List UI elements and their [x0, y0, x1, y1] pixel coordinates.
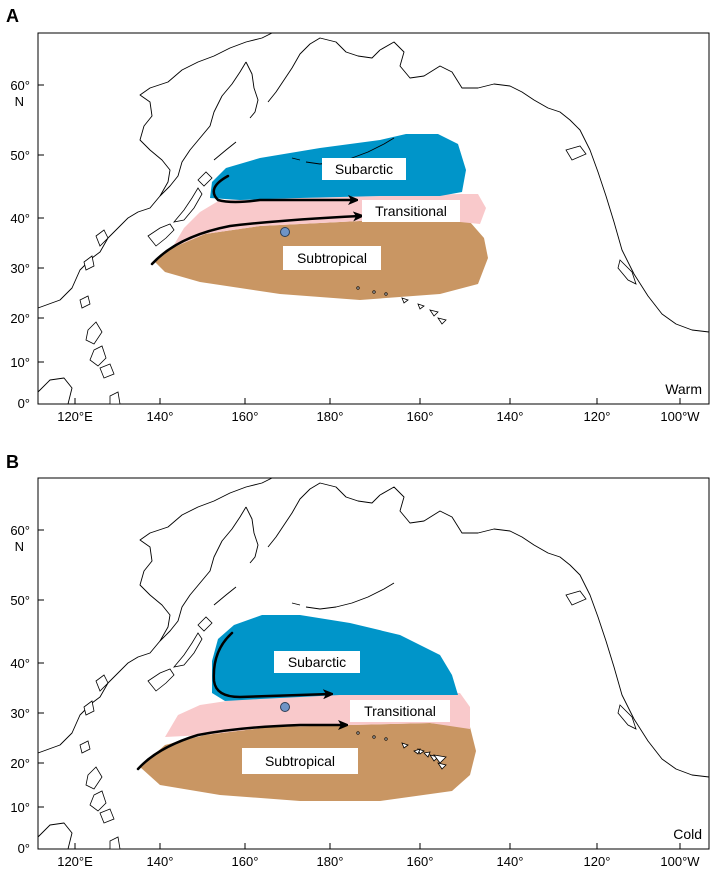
subtropical-label-box: [283, 246, 381, 270]
panel-b: B Subarctic Transitional Subtropical: [6, 452, 710, 869]
core-site-marker: [280, 702, 290, 712]
condition-label: Cold: [673, 826, 702, 842]
subarctic-label-box: [274, 651, 360, 673]
subtropical-current-arrow: [150, 216, 360, 266]
lon-label-140: 140°: [147, 409, 174, 424]
lat-label-30: 30°: [10, 706, 30, 721]
lon-label-120w: 120°: [584, 409, 611, 424]
lon-label-180: 180°: [317, 409, 344, 424]
lon-label-160: 160°: [232, 854, 259, 869]
subtropical-label-box: [242, 748, 358, 774]
lat-label-n: N: [15, 539, 24, 554]
lon-label-160w: 160°: [407, 854, 434, 869]
panel-letter: B: [6, 452, 19, 472]
lat-label-20: 20°: [10, 311, 30, 326]
lat-label-40: 40°: [10, 211, 30, 226]
lat-label-50: 50°: [10, 593, 30, 608]
subtropical-label: Subtropical: [297, 250, 367, 266]
lat-label-60: 60°: [10, 78, 30, 93]
lat-label-20: 20°: [10, 756, 30, 771]
subarctic-label: Subarctic: [335, 161, 393, 177]
core-site-marker: [280, 227, 290, 237]
panel-letter: A: [6, 6, 19, 26]
condition-label: Warm: [665, 381, 702, 397]
lat-label-60: 60°: [10, 523, 30, 538]
lon-label-160w: 160°: [407, 409, 434, 424]
lon-label-140: 140°: [147, 854, 174, 869]
lon-label-120w: 120°: [584, 854, 611, 869]
transitional-label-box: [350, 700, 450, 722]
transitional-label: Transitional: [375, 203, 447, 219]
subarctic-current-arrow: [212, 631, 330, 697]
lat-label-0: 0°: [18, 841, 30, 856]
lon-label-180: 180°: [317, 854, 344, 869]
lat-label-40: 40°: [10, 656, 30, 671]
lat-label-30: 30°: [10, 261, 30, 276]
lat-label-10: 10°: [10, 355, 30, 370]
subarctic-current-arrow: [212, 174, 355, 202]
lat-label-50: 50°: [10, 148, 30, 163]
lon-label-120e: 120°E: [57, 409, 93, 424]
lon-label-140w: 140°: [497, 409, 524, 424]
lat-label-0: 0°: [18, 396, 30, 411]
lon-label-140w: 140°: [497, 854, 524, 869]
lon-label-100w: 100°W: [660, 854, 700, 869]
subarctic-label-box: [322, 158, 406, 180]
transitional-label-box: [362, 200, 460, 222]
subtropical-label: Subtropical: [265, 753, 335, 769]
lon-label-120e: 120°E: [57, 854, 93, 869]
subtropical-current-arrow: [136, 725, 345, 771]
lon-label-100w: 100°W: [660, 409, 700, 424]
lat-label-n: N: [15, 94, 24, 109]
subarctic-label: Subarctic: [288, 654, 346, 670]
transitional-label: Transitional: [364, 703, 436, 719]
panel-a: A Subarctic Transitional Subtropical War…: [6, 6, 710, 424]
lon-label-160: 160°: [232, 409, 259, 424]
lat-label-10: 10°: [10, 800, 30, 815]
